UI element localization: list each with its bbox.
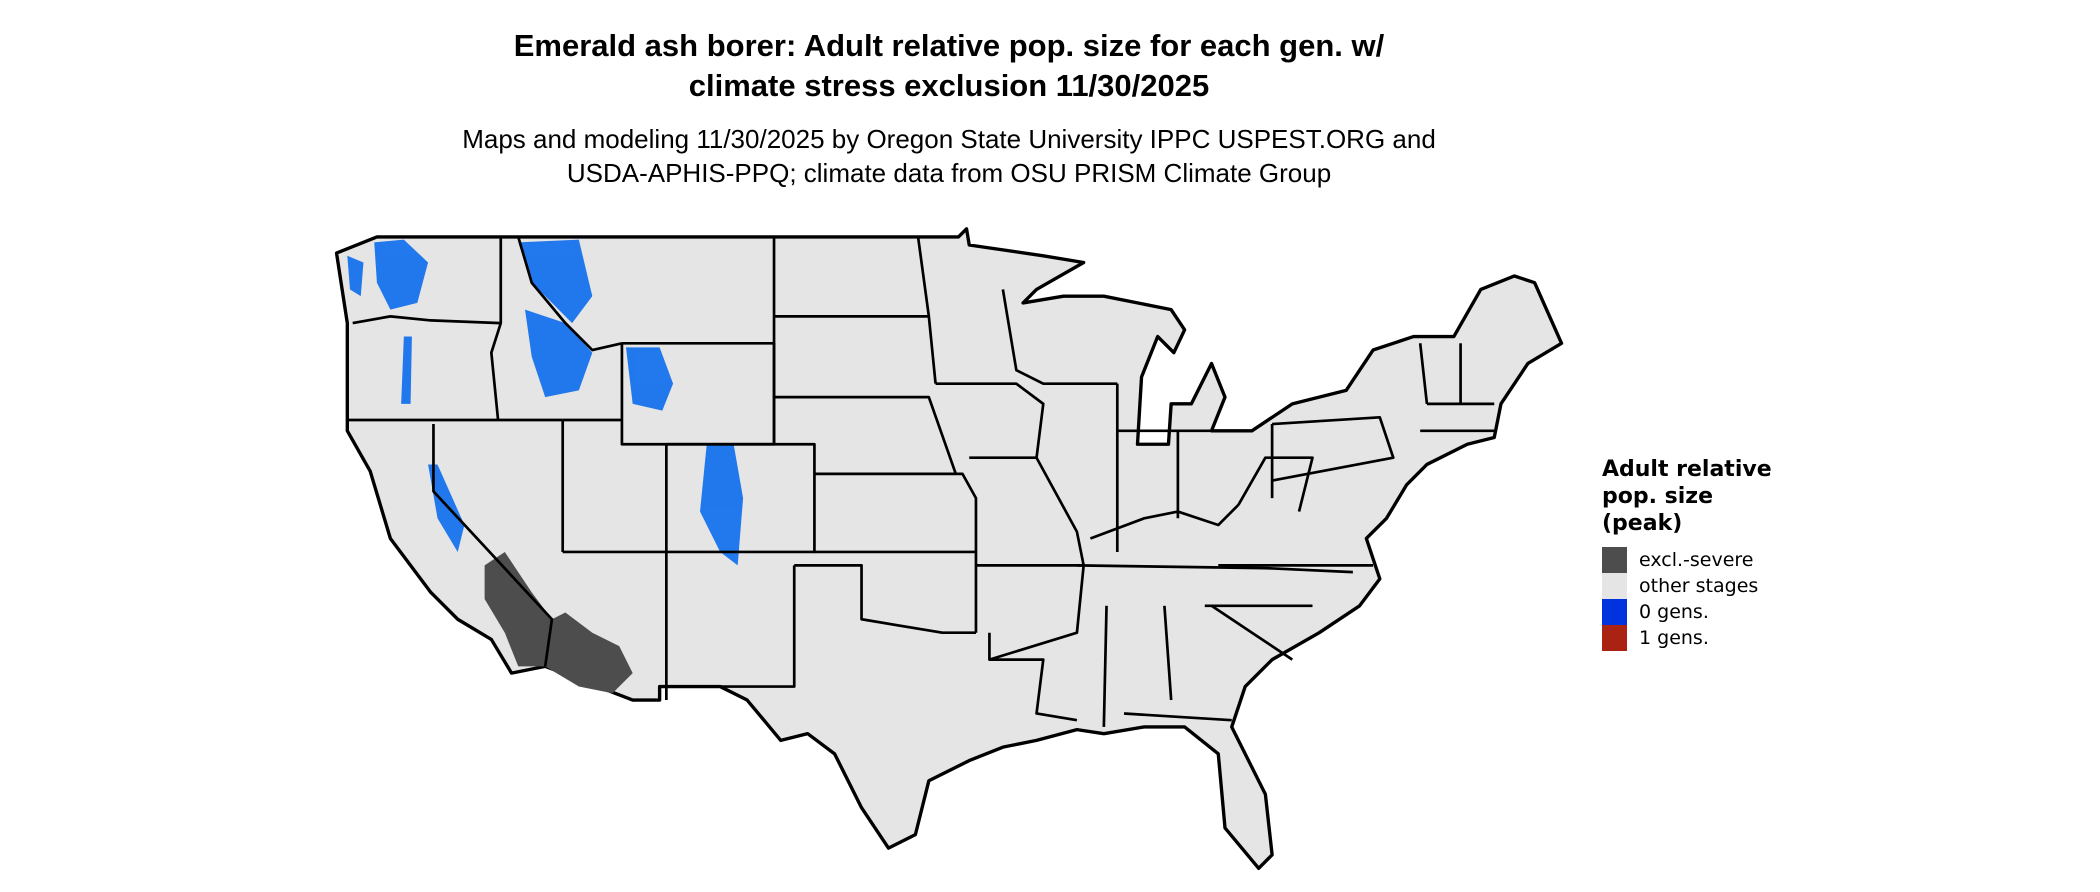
legend-item: 1 gens. (1602, 625, 1772, 651)
legend-label: other stages (1639, 575, 1759, 597)
map-title: Emerald ash borer: Adult relative pop. s… (0, 26, 1898, 106)
state-borders (347, 236, 1495, 727)
legend-title: Adult relative pop. size (peak) (1602, 456, 1772, 537)
legend-swatch-0-gens (1602, 599, 1627, 625)
legend-item: excl.-severe (1602, 547, 1772, 573)
zero-generation-areas (347, 239, 744, 566)
legend-swatch-1-gens (1602, 625, 1627, 651)
subtitle-line-2: USDA-APHIS-PPQ; climate data from OSU PR… (566, 158, 1332, 188)
subtitle-line-1: Maps and modeling 11/30/2025 by Oregon S… (462, 124, 1436, 154)
legend-swatch-other-stages (1602, 573, 1627, 599)
legend-label: 1 gens. (1639, 627, 1709, 649)
legend-title-line: (peak) (1602, 511, 1683, 536)
title-line-1: Emerald ash borer: Adult relative pop. s… (513, 28, 1385, 63)
legend-item: other stages (1602, 573, 1772, 599)
legend-title-line: pop. size (1602, 484, 1713, 509)
legend-items: excl.-severe other stages 0 gens. 1 gens… (1602, 547, 1772, 651)
legend-title-line: Adult relative (1602, 457, 1772, 482)
title-line-2: climate stress exclusion 11/30/2025 (688, 68, 1210, 103)
legend-label: excl.-severe (1639, 549, 1754, 571)
legend-item: 0 gens. (1602, 599, 1772, 625)
us-outline (334, 227, 1564, 870)
map-subtitle: Maps and modeling 11/30/2025 by Oregon S… (0, 122, 1898, 190)
legend: Adult relative pop. size (peak) excl.-se… (1602, 456, 1772, 651)
legend-swatch-excl-severe (1602, 547, 1627, 573)
legend-label: 0 gens. (1639, 601, 1709, 623)
